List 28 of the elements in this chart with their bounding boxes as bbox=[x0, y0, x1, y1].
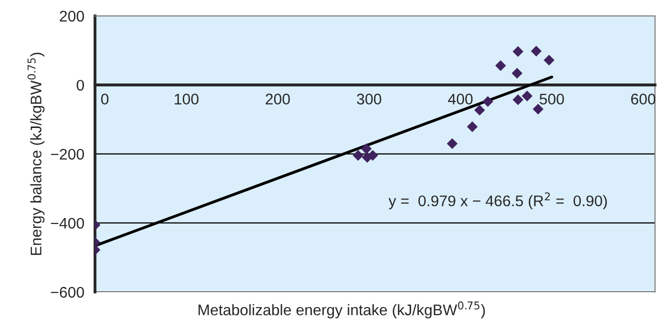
point bbox=[360, 143, 372, 154]
point bbox=[466, 121, 478, 132]
y-tick-label: −400 bbox=[50, 218, 84, 229]
point bbox=[512, 94, 524, 106]
point bbox=[352, 150, 364, 161]
point bbox=[512, 68, 522, 79]
point bbox=[512, 46, 524, 57]
point bbox=[522, 90, 533, 102]
point bbox=[482, 96, 494, 107]
y-tick-label: 200 bbox=[60, 10, 84, 22]
point bbox=[532, 104, 544, 114]
point bbox=[544, 54, 554, 66]
point bbox=[474, 104, 485, 116]
point bbox=[530, 46, 542, 57]
annotation: y = 0.979 x − 466.5 (R$^{2}$ = 0.90) bbox=[388, 192, 607, 210]
x-tick-label: 500 bbox=[540, 94, 564, 104]
x-tick-label: 100 bbox=[174, 94, 199, 104]
x-tick-label: 300 bbox=[356, 94, 382, 104]
x-tick-label: 0 bbox=[101, 94, 108, 104]
y-tick-label: 0 bbox=[76, 80, 84, 91]
y-tick-label: −600 bbox=[50, 286, 84, 298]
x-tick-label: 200 bbox=[266, 94, 290, 104]
x-axis-title: Metabolizable energy intake (kJ/kgBW$^{0.75}$) bbox=[198, 301, 485, 318]
y-tick-label: −200 bbox=[50, 148, 84, 160]
point bbox=[495, 60, 506, 71]
x-tick-label: 400 bbox=[448, 94, 473, 104]
y-axis-title: Energy balance (kJ/kgBW$^{0.75}$) bbox=[28, 52, 44, 255]
point bbox=[446, 138, 458, 149]
